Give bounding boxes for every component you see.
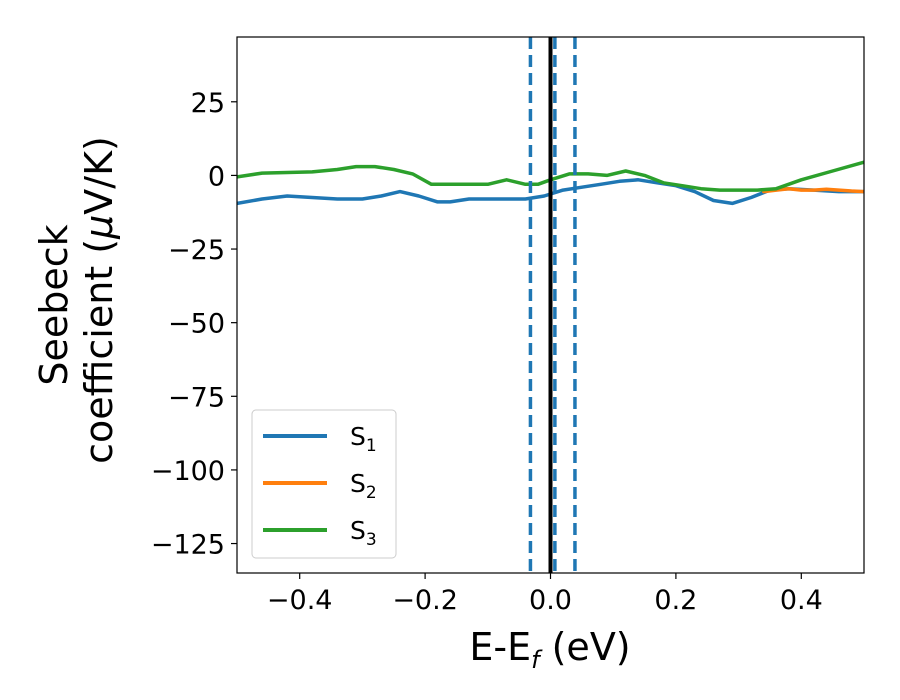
y-axis-title-line2: coefficient (μV/K) (77, 136, 121, 464)
y-tick-label: 25 (191, 88, 225, 119)
x-axis-title: E-Ef (eV) (469, 625, 630, 674)
legend-label-s3: S3 (350, 516, 377, 550)
series-line-s1 (237, 178, 864, 206)
y-axis-ticks: 25 0 −25 −50 −75 −100 −125 (151, 88, 237, 561)
y-axis-title-line1: Seebeck (32, 224, 76, 385)
legend-label-s2: S2 (350, 469, 377, 503)
x-tick-label: −0.2 (392, 585, 458, 616)
x-tick-label: 0.2 (654, 585, 697, 616)
series-layer (237, 160, 864, 206)
y-tick-label: 0 (208, 161, 225, 192)
y-tick-label: −100 (151, 456, 225, 487)
y-tick-label: −25 (168, 235, 225, 266)
series-line-s2 (761, 186, 864, 194)
x-tick-label: 0.0 (529, 585, 572, 616)
x-tick-label: 0.4 (780, 585, 823, 616)
reference-lines (528, 37, 577, 573)
series-line-s3 (237, 160, 864, 192)
legend: S1 S2 S3 (251, 409, 397, 559)
legend-label-s1: S1 (350, 422, 377, 456)
y-tick-label: −75 (168, 382, 225, 413)
x-axis-ticks: −0.4 −0.2 0.0 0.2 0.4 (267, 573, 823, 616)
x-tick-label: −0.4 (267, 585, 333, 616)
y-tick-label: −50 (168, 309, 225, 340)
y-tick-label: −125 (151, 530, 225, 561)
